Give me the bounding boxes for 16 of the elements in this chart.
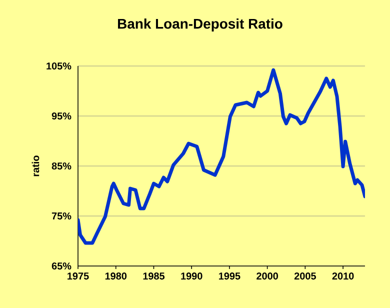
x-tick-label: 1985 xyxy=(143,272,165,280)
line-series xyxy=(78,68,366,245)
x-tick-label: 1980 xyxy=(105,272,127,280)
x-tick-label: 2005 xyxy=(294,272,316,280)
x-tick-label: 2010 xyxy=(332,272,354,280)
x-tick-label: 1975 xyxy=(68,272,89,280)
x-tick-label: 1990 xyxy=(181,272,202,280)
y-tick-label: 95% xyxy=(52,112,72,120)
y-axis-title: ratio xyxy=(32,156,40,176)
x-tick-label: 2000 xyxy=(256,272,278,280)
chart-title: Bank Loan-Deposit Ratio xyxy=(118,18,282,32)
y-tick-label: 75% xyxy=(52,212,72,220)
y-tick-label: 105% xyxy=(46,62,72,70)
y-tick-label: 65% xyxy=(52,262,72,270)
x-tick-label: 1995 xyxy=(218,272,240,280)
y-tick-label: 85% xyxy=(52,162,72,170)
